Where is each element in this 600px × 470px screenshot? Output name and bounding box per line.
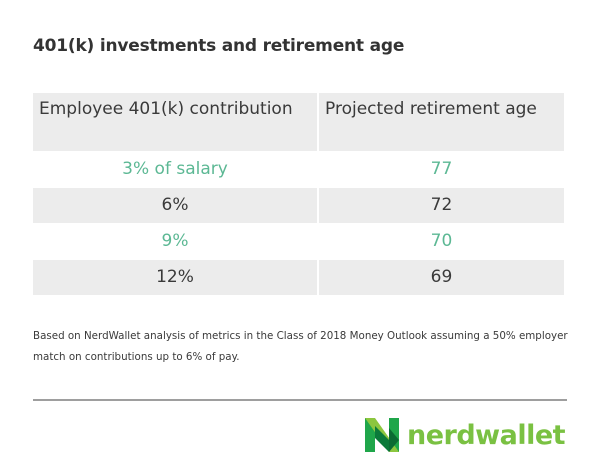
age-cell: 72: [318, 186, 566, 223]
age-cell: 70: [318, 222, 566, 259]
page-title: 401(k) investments and retirement age: [33, 36, 405, 56]
table-row: 9% 70: [33, 222, 566, 259]
header-contribution: Employee 401(k) contribution: [33, 93, 319, 151]
table-header-row: Employee 401(k) contribution Projected r…: [33, 93, 566, 151]
footnote: Based on NerdWallet analysis of metrics …: [33, 330, 568, 363]
divider: [33, 399, 567, 401]
nerdwallet-wordmark: nerdwallet: [407, 419, 566, 451]
nerdwallet-logo: nerdwallet: [365, 418, 566, 452]
contribution-cell: 9%: [33, 222, 319, 259]
table-row: 12% 69: [33, 258, 566, 295]
table-row: 6% 72: [33, 186, 566, 223]
age-cell: 77: [318, 150, 566, 187]
contribution-cell: 6%: [33, 186, 319, 223]
age-cell: 69: [318, 258, 566, 295]
table-row: 3% of salary 77: [33, 150, 566, 187]
contribution-cell: 3% of salary: [33, 150, 319, 187]
retirement-table: Employee 401(k) contribution Projected r…: [33, 93, 566, 295]
header-retirement-age: Projected retirement age: [318, 93, 566, 151]
nerdwallet-n-icon: [365, 418, 399, 452]
contribution-cell: 12%: [33, 258, 319, 295]
